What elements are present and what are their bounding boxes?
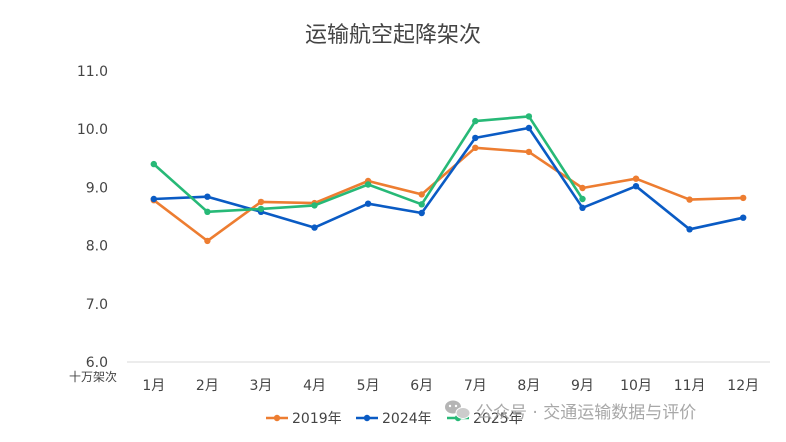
data-point — [472, 134, 479, 142]
data-point — [632, 183, 640, 190]
data-point — [579, 195, 586, 203]
x-tick-label: 11月 — [674, 378, 706, 394]
legend-marker — [273, 414, 281, 422]
x-tick-label: 4月 — [303, 378, 326, 394]
y-tick-label: 9.0 — [86, 180, 108, 196]
legend-item: 2024年 — [356, 411, 432, 427]
data-point — [418, 191, 425, 198]
x-tick-label: 3月 — [249, 378, 272, 394]
y-tick-label: 6.0 — [86, 355, 108, 371]
chart-title: 运输航空起降架次 — [305, 23, 481, 48]
data-point — [686, 196, 693, 203]
data-point — [472, 144, 479, 151]
wechat-icon — [445, 400, 471, 419]
data-point — [204, 208, 211, 215]
data-point — [686, 226, 693, 233]
legend-label: 2024年 — [382, 411, 432, 427]
y-tick-label: 10.0 — [77, 122, 108, 138]
data-point — [740, 214, 747, 221]
x-tick-label: 1月 — [142, 378, 165, 394]
x-axis: 1月 2月 3月 4月 5月 6月 7月 8月 9月 10月 11月 12月 — [142, 378, 759, 394]
data-point — [579, 184, 586, 192]
watermark-text: 公众号 · 交通运输数据与评价 — [476, 403, 696, 423]
legend-label: 2025年 — [473, 411, 523, 427]
y-tick-label: 11.0 — [77, 64, 108, 80]
y-axis-unit-label: 十万架次 — [69, 370, 117, 384]
data-point — [364, 200, 372, 207]
y-axis: 6.0 7.0 8.0 9.0 10.0 11.0 — [77, 64, 108, 371]
legend-marker — [363, 414, 371, 422]
legend-item: 2019年 — [266, 411, 342, 427]
data-point — [150, 160, 157, 168]
data-point — [418, 201, 425, 208]
series-0 — [150, 144, 747, 245]
data-point — [204, 237, 211, 245]
data-point — [418, 209, 425, 217]
data-point — [364, 181, 372, 188]
data-point — [311, 202, 318, 209]
x-tick-label: 2月 — [196, 378, 219, 394]
data-point — [525, 148, 533, 156]
data-point — [257, 205, 265, 213]
y-tick-label: 8.0 — [86, 239, 108, 255]
data-point — [579, 204, 586, 211]
x-tick-label: 7月 — [464, 378, 487, 394]
x-tick-label: 9月 — [571, 378, 594, 394]
data-point — [525, 113, 533, 120]
legend: 2019年 2024年 2025年 — [266, 411, 523, 427]
y-tick-label: 7.0 — [86, 297, 108, 313]
x-tick-label: 10月 — [620, 378, 652, 394]
data-point — [150, 195, 157, 203]
x-tick-label: 6月 — [410, 378, 433, 394]
data-point — [472, 117, 479, 125]
data-point — [257, 198, 265, 206]
data-point — [632, 175, 640, 182]
series-group — [150, 113, 747, 245]
data-point — [740, 194, 747, 202]
x-tick-label: 12月 — [727, 378, 759, 394]
legend-label: 2019年 — [292, 411, 342, 427]
data-point — [525, 124, 533, 132]
watermark: 公众号 · 交通运输数据与评价 — [445, 400, 696, 423]
series-2 — [150, 113, 586, 215]
data-point — [311, 224, 318, 231]
x-tick-label: 8月 — [517, 378, 540, 394]
data-point — [204, 193, 211, 200]
x-tick-label: 5月 — [357, 378, 380, 394]
